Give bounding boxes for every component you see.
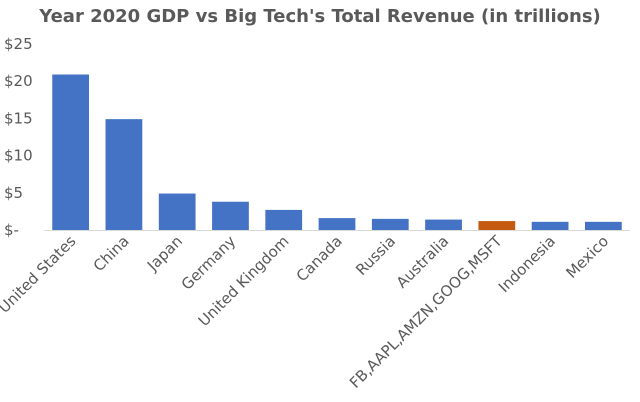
bar-russia — [371, 218, 409, 230]
y-tick-label: $15 — [4, 109, 33, 127]
y-tick-label: $10 — [4, 147, 33, 165]
x-tick-label: Mexico — [562, 232, 612, 282]
x-tick-label: Indonesia — [495, 232, 559, 296]
bar-japan — [158, 193, 196, 230]
y-tick-label: $- — [4, 221, 19, 239]
y-axis: $- $5 $10 $15 $20 $25 — [4, 35, 33, 239]
chart-title: Year 2020 GDP vs Big Tech's Total Revenu… — [39, 6, 601, 27]
bar-china — [105, 119, 143, 230]
y-tick-label: $25 — [4, 35, 33, 53]
x-tick-label: Russia — [352, 232, 399, 279]
bar-united-kingdom — [265, 209, 303, 230]
bar-mexico — [584, 221, 622, 230]
x-tick-label: China — [90, 232, 133, 275]
y-tick-label: $20 — [4, 72, 33, 90]
bars — [52, 74, 622, 230]
bar-canada — [318, 218, 356, 230]
x-tick-label: Canada — [293, 232, 346, 285]
x-tick-label: United Kingdom — [195, 232, 293, 330]
bar-australia — [425, 219, 462, 230]
x-tick-label: Japan — [143, 232, 186, 275]
bar-fb-aapl-amzn-goog-msft — [478, 221, 516, 230]
bar-united-states — [52, 74, 90, 230]
y-tick-label: $5 — [4, 184, 23, 202]
x-tick-label: United States — [0, 232, 80, 317]
bar-germany — [212, 201, 249, 230]
bar-indonesia — [531, 221, 569, 230]
